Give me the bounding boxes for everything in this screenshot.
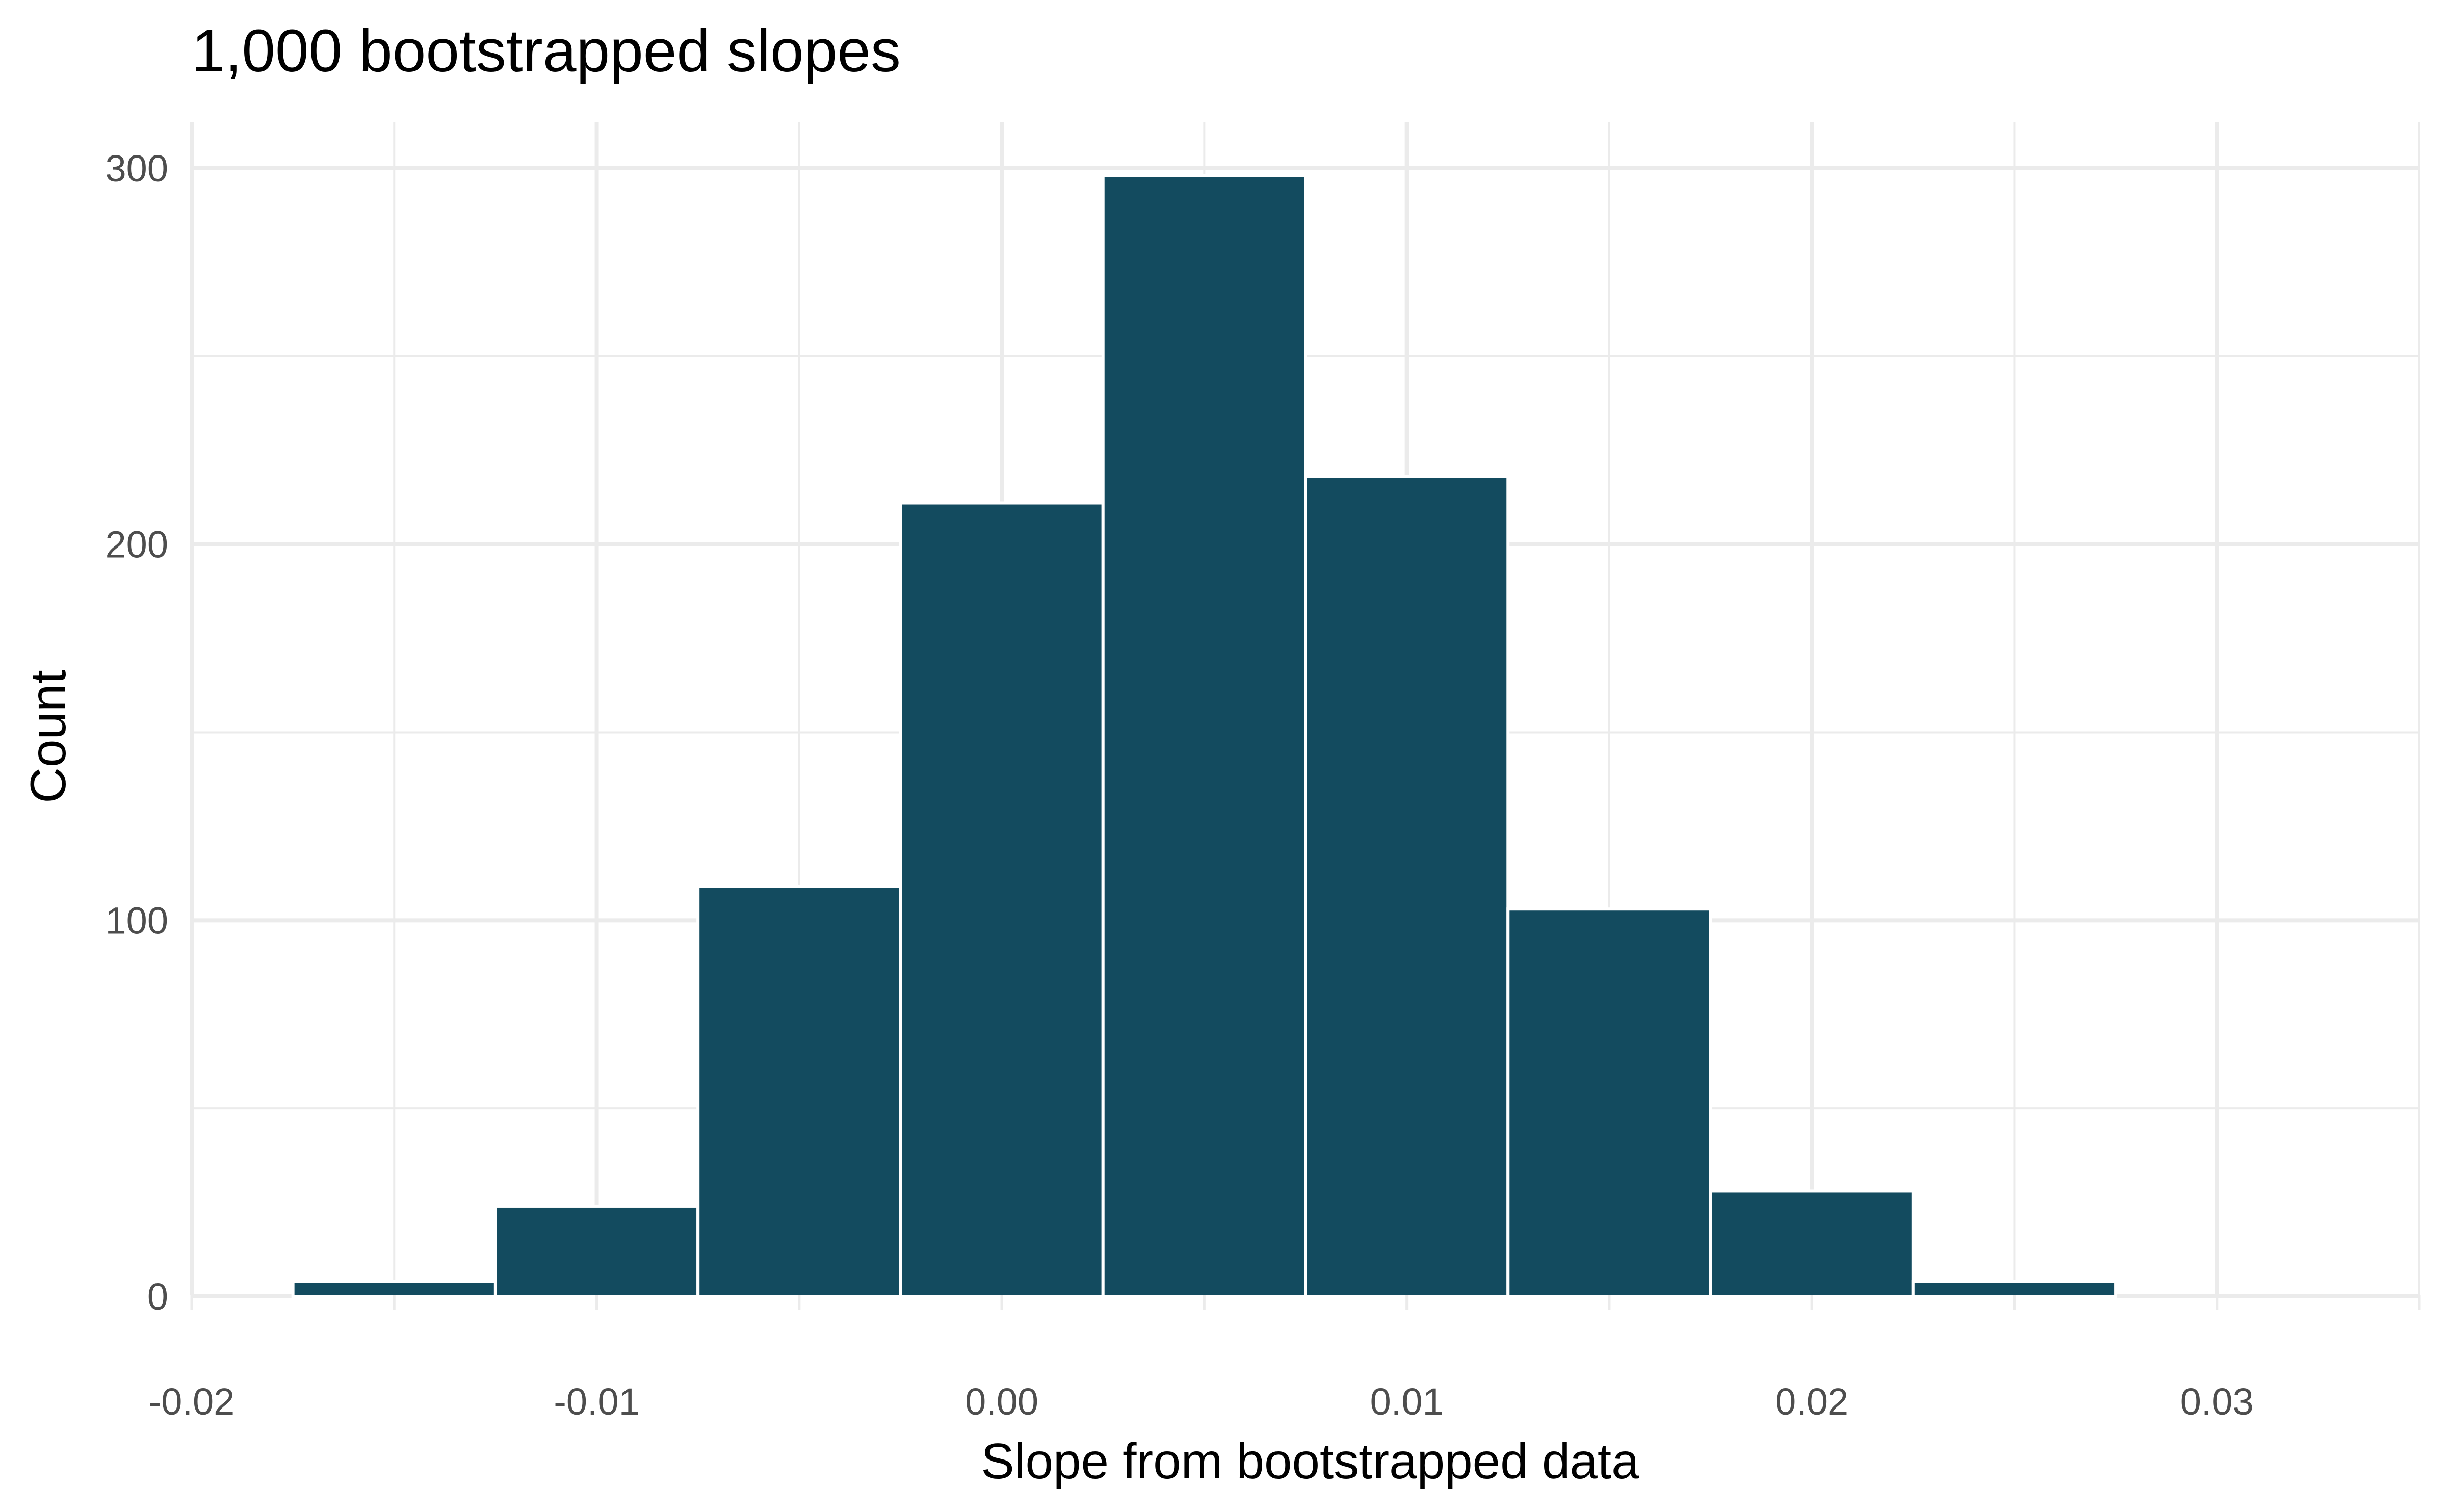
x-tick-label: 0.00 <box>965 1380 1038 1423</box>
x-tick-label: 0.02 <box>1775 1380 1849 1423</box>
histogram-bar-8 <box>1911 1280 2118 1298</box>
chart-title: 1,000 bootstrapped slopes <box>192 17 901 85</box>
histogram-bar-3 <box>899 501 1105 1298</box>
y-axis-ticks: 0 100 200 300 <box>106 147 168 1318</box>
y-tick-label: 200 <box>106 524 168 566</box>
histogram-bar-6 <box>1506 907 1712 1298</box>
histogram-bar-5 <box>1304 475 1510 1298</box>
y-tick-label: 300 <box>106 147 168 190</box>
histogram-bar-0 <box>291 1280 497 1298</box>
x-tick-label: -0.02 <box>149 1380 235 1423</box>
y-axis-title: Count <box>20 670 76 803</box>
x-tick-label: -0.01 <box>554 1380 640 1423</box>
histogram-bar-2 <box>696 884 902 1298</box>
y-tick-label: 0 <box>147 1275 168 1318</box>
x-axis-title: Slope from bootstrapped data <box>981 1433 1639 1489</box>
histogram-bar-4 <box>1101 174 1308 1298</box>
histogram-bar-7 <box>1709 1189 1915 1298</box>
x-tick-label: 0.01 <box>1370 1380 1444 1423</box>
x-axis-ticks: -0.02 -0.01 0.00 0.01 0.02 0.03 <box>149 1295 2421 1423</box>
y-tick-label: 100 <box>106 899 168 942</box>
histogram-bar-1 <box>493 1204 700 1298</box>
x-tick-label: 0.03 <box>2180 1380 2254 1423</box>
histogram-bars <box>291 174 2118 1298</box>
